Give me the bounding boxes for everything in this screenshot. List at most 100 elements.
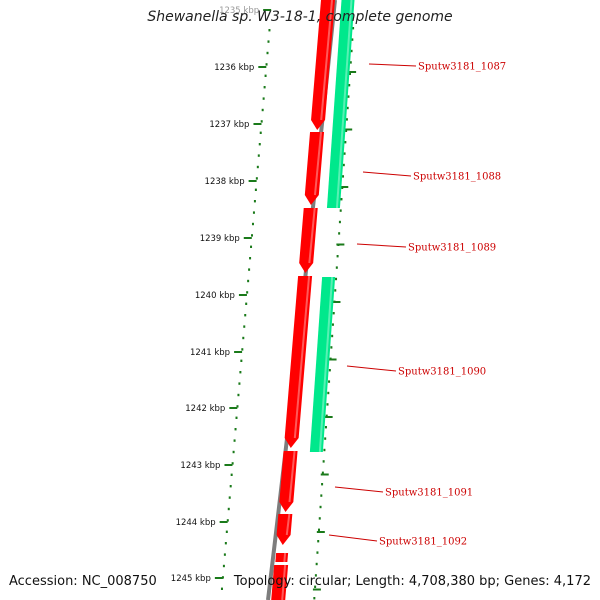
outer-minor-tick [324,426,327,429]
gene-features [271,0,355,600]
outer-minor-tick [344,141,347,144]
outer-minor-tick [332,312,335,315]
tick-ring: 1235 kbp 1236 kbp 1237 kbp 1238 kbp 1239 kbp… [171,6,357,600]
forward-gene [275,553,289,562]
minor-tick [256,165,259,169]
minor-tick [253,200,256,203]
minor-tick [247,279,250,283]
tick-label: 1238 kbp [205,177,245,187]
minor-tick [251,234,254,237]
minor-tick [258,143,261,146]
gene-label: Sputw3181_1089 [408,243,496,254]
outer-minor-tick [340,198,343,201]
outer-minor-tick [345,118,348,121]
minor-tick [251,222,254,226]
minor-tick [228,496,231,499]
tick-label: 1237 kbp [209,120,249,130]
outer-minor-tick [322,460,325,463]
gene-label: Sputw3181_1091 [385,488,473,499]
outer-minor-tick [314,574,317,577]
minor-tick [243,325,246,328]
minor-tick [248,268,251,271]
tick-label: 1241 kbp [190,348,230,358]
minor-tick [225,530,228,533]
minor-tick [263,86,266,89]
outer-minor-tick [350,49,353,53]
outer-minor-tick [313,597,316,600]
outer-minor-tick [336,255,339,258]
outer-minor-tick [314,585,317,588]
minor-tick [221,576,224,579]
gene-leader-line [368,63,417,67]
outer-minor-tick [316,551,319,554]
tick-label: 1239 kbp [200,234,240,244]
outer-minor-tick [317,528,320,531]
forward-gene [311,0,335,130]
minor-tick [220,587,223,590]
outer-minor-tick [342,175,345,178]
outer-minor-tick [325,414,328,417]
outer-minor-tick [347,95,350,98]
outer-minor-tick [324,437,327,440]
minor-tick [229,485,232,488]
genome-title: Shewanella sp. W3-18-1, complete genome [147,9,453,25]
minor-tick [255,177,258,180]
forward-gene [284,276,313,448]
reverse-gene-highlight [335,0,353,209]
minor-tick [224,542,227,545]
minor-tick [246,291,249,294]
reverse-gene [326,0,355,208]
outer-minor-tick [323,448,326,452]
tick-label: 1235 kbp [219,6,259,16]
outer-minor-tick [345,129,348,132]
outer-minor-tick [334,289,337,292]
outer-minor-tick [349,61,352,64]
minor-tick [264,74,267,77]
gene-label: Sputw3181_1092 [379,537,467,548]
forward-gene-highlight [283,552,287,563]
minor-tick [252,211,255,214]
gene-label: Sputw3181_1090 [398,367,486,378]
minor-tick [234,428,237,431]
forward-gene [279,451,298,512]
minor-tick [261,108,264,112]
gene-leader-line [328,534,378,542]
gene-leader-line [346,365,397,372]
tick-label: 1243 kbp [180,461,220,471]
outer-minor-tick [338,220,341,224]
reverse-gene [309,277,336,452]
forward-gene [271,565,289,600]
minor-tick [226,519,229,522]
outer-minor-tick [319,505,322,509]
minor-tick [237,393,240,397]
forward-gene-highlight [313,131,323,196]
forward-gene-highlight [281,564,287,600]
minor-tick [230,473,233,476]
minor-tick [257,154,260,157]
minor-tick [235,416,238,419]
outer-minor-tick [327,391,330,395]
minor-tick [268,29,271,32]
tick-label: 1236 kbp [214,63,254,73]
outer-minor-tick [351,38,354,41]
gene-leader-line [356,243,407,248]
outer-minor-tick [318,517,321,520]
accession-text: Accession: NC_008750 [9,574,157,589]
outer-minor-tick [348,72,351,75]
gene-label: Sputw3181_1088 [413,172,501,183]
outer-minor-tick [335,277,338,281]
forward-gene-highlight [320,0,333,121]
minor-tick [266,51,269,55]
minor-tick [242,336,245,340]
outer-minor-tick [317,540,320,543]
genome-summary-text: Topology: circular; Length: 4,708,380 bp… [233,574,591,589]
gene-label: Sputw3181_1087 [418,62,506,73]
tick-label: 1240 kbp [195,291,235,301]
minor-tick [222,564,225,568]
minor-tick [231,462,234,465]
minor-tick [260,120,263,123]
minor-tick [240,359,243,362]
minor-tick [241,348,244,351]
reverse-gene-highlight [318,276,334,453]
